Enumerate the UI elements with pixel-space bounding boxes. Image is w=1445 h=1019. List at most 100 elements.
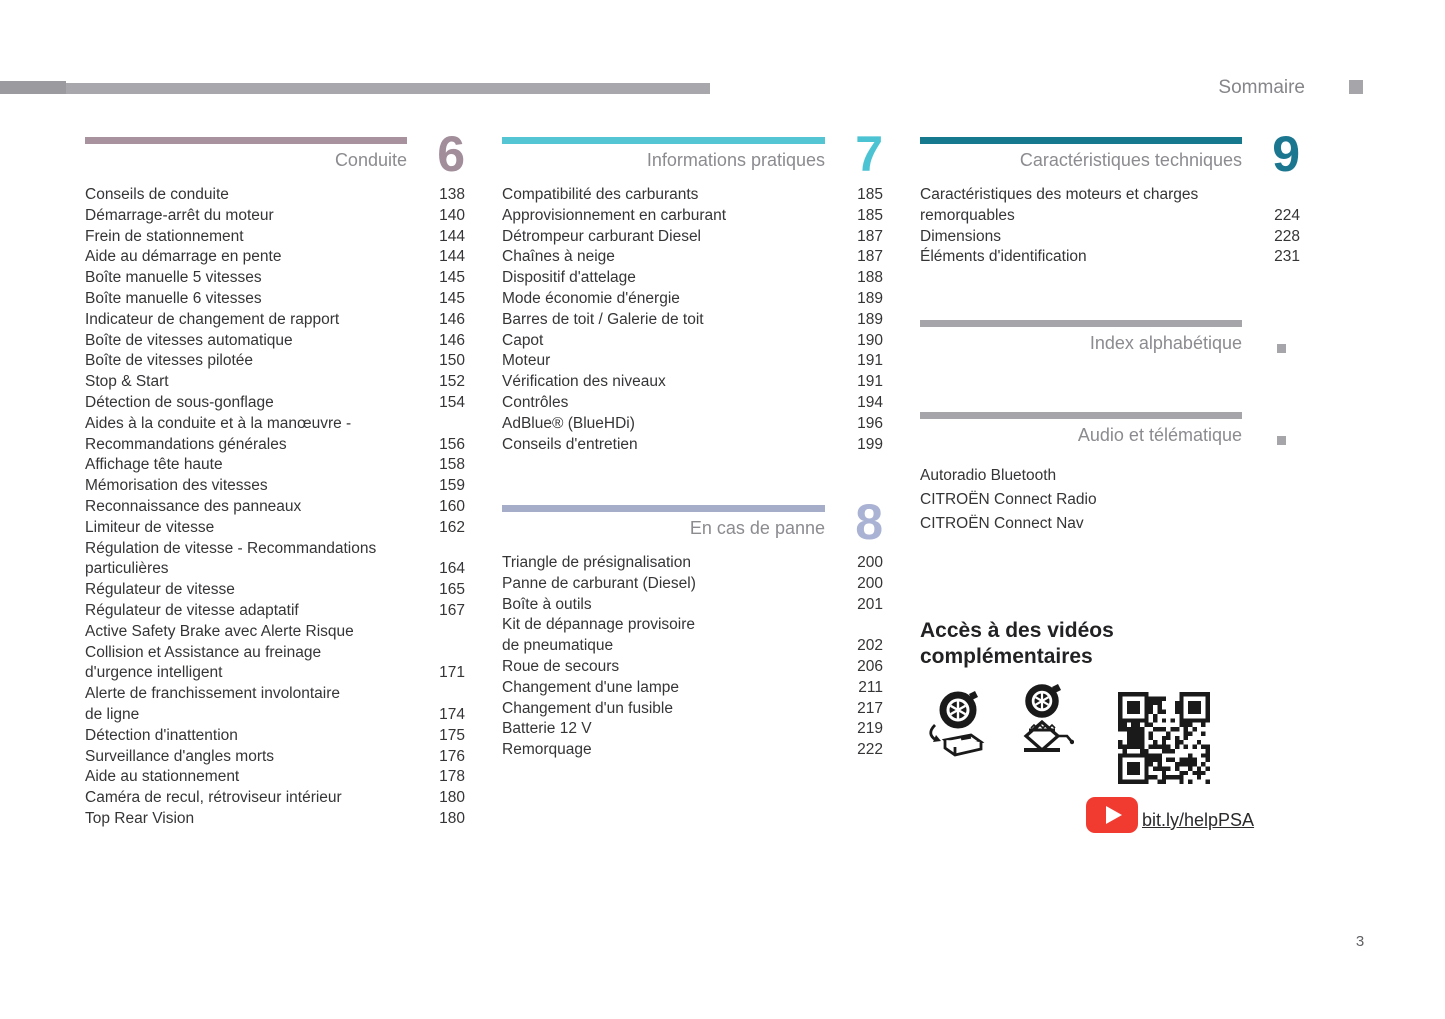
section-rule — [85, 137, 407, 144]
toc-entry-label: CITROËN Connect Nav — [920, 515, 1084, 533]
section-rule — [502, 137, 825, 144]
toc-entry: AdBlue® (BlueHDi) 196 — [502, 414, 883, 435]
toc-entry: Régulateur de vitesse adaptatif 167 — [85, 601, 465, 622]
toc-entry-page: 156 — [439, 435, 465, 453]
section-bullet-icon — [1277, 344, 1286, 353]
page-number: 3 — [1355, 933, 1365, 950]
toc-entry-label: AdBlue® (BlueHDi) — [502, 414, 635, 432]
toc-entry-page: 201 — [857, 595, 883, 613]
section-title: Audio et télématique — [1077, 425, 1242, 445]
toc-entry-page: 191 — [857, 352, 883, 370]
toc-entry-label: Conseils de conduite — [85, 186, 229, 203]
toc-entry-label: Active Safety Brake avec Alerte Risque C… — [85, 622, 354, 682]
scissor-jack-icon — [1023, 684, 1074, 753]
toc-entry-page: 202 — [857, 637, 883, 655]
toc-entry: Affichage tête haute 158 — [85, 455, 465, 476]
toc-entry-page: 144 — [439, 248, 465, 266]
toc-entry: Reconnaissance des panneaux 160 — [85, 497, 465, 518]
toc-entry: Caméra de recul, rétroviseur intérieur 18… — [85, 788, 465, 809]
toc-entry: Éléments d'identification 231 — [920, 247, 1300, 268]
toc-entry: Alerte de franchissement involontaire de… — [85, 684, 465, 726]
toc-entry-page: 176 — [439, 747, 465, 765]
toc-entry: Panne de carburant (Diesel) 200 — [502, 574, 883, 595]
youtube-icon[interactable] — [1086, 797, 1138, 833]
toc-entry: Kit de dépannage provisoire de pneumatiq… — [502, 615, 883, 657]
toc-entry-page: 145 — [439, 269, 465, 287]
section-number: 9 — [1272, 126, 1300, 182]
toc-entry-label: Panne de carburant (Diesel) — [502, 574, 696, 592]
toc-list-informations: Compatibilité des carburants 185 Approvisi… — [502, 185, 883, 455]
toc-entry: Aide au démarrage en pente 144 — [85, 247, 465, 268]
toc-entry: Autoradio Bluetooth — [920, 464, 1300, 488]
toc-entry: Démarrage-arrêt du moteur 140 — [85, 206, 465, 227]
section-rule — [920, 412, 1242, 419]
toc-entry: CITROËN Connect Radio — [920, 488, 1300, 512]
toc-entry-page: 144 — [439, 227, 465, 245]
toc-entry: Approvisionnement en carburant 185 — [502, 206, 883, 227]
toc-entry: Mémorisation des vitesses 159 — [85, 476, 465, 497]
toc-entry-page: 222 — [857, 741, 883, 759]
top-rule-accent — [0, 81, 66, 94]
section-rule — [502, 505, 825, 512]
toc-entry-label: Régulateur de vitesse — [85, 581, 235, 599]
toc-entry-page: 200 — [857, 554, 883, 571]
toc-entry-page: 211 — [858, 678, 883, 696]
toc-entry: Aides à la conduite et à la manœuvre - R… — [85, 414, 465, 456]
toc-entry-label: Alerte de franchissement involontaire de… — [85, 685, 341, 723]
help-link[interactable]: bit.ly/helpPSA — [1142, 810, 1255, 830]
toc-entry-label: Changement d'un fusible — [502, 699, 673, 717]
qr-code[interactable] — [1118, 692, 1210, 784]
toc-entry: Changement d'un fusible 217 — [502, 699, 883, 720]
toc-entry-label: Mémorisation des vitesses — [85, 477, 268, 495]
toc-entry-label: Kit de dépannage provisoire de pneumatiq… — [502, 616, 696, 655]
toc-entry: Triangle de présignalisation 200 — [502, 553, 883, 574]
toc-entry-label: Batterie 12 V — [502, 720, 592, 738]
toc-entry: Caractéristiques des moteurs et charges … — [920, 185, 1300, 227]
toc-entry: Boîte manuelle 5 vitesses 145 — [85, 268, 465, 289]
toc-entry-page: 167 — [439, 601, 465, 619]
section-audio-telematique: Audio et télématique Autoradio Bluetooth… — [920, 412, 1300, 537]
toc-entry: Compatibilité des carburants 185 — [502, 185, 883, 206]
section-title: En cas de panne — [689, 518, 825, 538]
toc-entry: Contrôles 194 — [502, 393, 883, 414]
toc-entry: Chaînes à neige 187 — [502, 247, 883, 268]
toc-entry: Frein de stationnement 144 — [85, 227, 465, 248]
toc-entry-page: 219 — [857, 720, 883, 738]
toc-entry-page: 185 — [857, 206, 883, 224]
toc-entry-page: 160 — [439, 497, 465, 515]
toc-entry: Aide au stationnement 178 — [85, 767, 465, 788]
toc-entry-page: 152 — [439, 373, 465, 391]
toc-entry-page: 231 — [1274, 248, 1300, 266]
toc-entry: Surveillance d'angles morts 176 — [85, 747, 465, 768]
toc-entry: Dimensions 228 — [920, 227, 1300, 248]
toc-entry-page: 180 — [439, 789, 465, 807]
section-caracteristiques: 9 Caractéristiques techniques Caractéris… — [920, 128, 1300, 268]
toc-entry-label: Aide au démarrage en pente — [85, 248, 282, 266]
toc-entry-page: 185 — [857, 186, 883, 203]
toc-entry: Indicateur de changement de rapport 146 — [85, 310, 465, 331]
toc-entry-label: Boîte à outils — [502, 595, 592, 613]
toc-entry-page: 165 — [439, 581, 465, 599]
toc-entry-page: 178 — [439, 768, 465, 786]
toc-entry-label: CITROËN Connect Radio — [920, 491, 1097, 509]
section-number: 8 — [855, 494, 883, 550]
toc-entry-page: 206 — [857, 657, 883, 675]
toc-list-caracteristiques: Caractéristiques des moteurs et charges … — [920, 185, 1300, 268]
toc-entry-label: Aide au stationnement — [85, 768, 240, 786]
toc-entry-label: Caméra de recul, rétroviseur intérieur — [85, 789, 342, 807]
toc-entry-label: Vérification des niveaux — [502, 373, 666, 391]
toc-entry-page: 180 — [439, 809, 465, 827]
toc-entry-label: Régulateur de vitesse adaptatif — [85, 601, 299, 619]
toc-entry: Top Rear Vision 180 — [85, 809, 465, 830]
toc-entry: Détection d'inattention 175 — [85, 726, 465, 747]
toc-entry-label: Limiteur de vitesse — [85, 518, 215, 536]
page-title: Sommaire — [1218, 77, 1305, 98]
toc-entry-label: Compatibilité des carburants — [502, 186, 699, 203]
toc-entry-page: 217 — [857, 699, 883, 717]
toc-entry-page: 164 — [439, 560, 465, 578]
toc-entry-page: 224 — [1274, 206, 1300, 224]
section-number: 6 — [437, 126, 465, 182]
toc-entry: Changement d'une lampe 211 — [502, 678, 883, 699]
toc-entry: Stop & Start 152 — [85, 372, 465, 393]
